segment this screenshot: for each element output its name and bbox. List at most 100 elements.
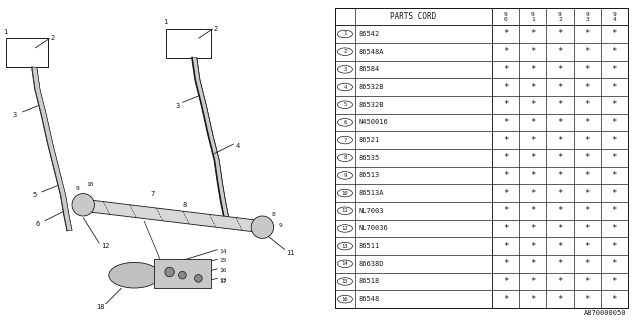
Text: 9: 9 bbox=[504, 12, 508, 17]
Text: *: * bbox=[530, 171, 536, 180]
Text: *: * bbox=[584, 206, 590, 215]
Circle shape bbox=[72, 194, 95, 216]
Text: *: * bbox=[530, 295, 536, 304]
Text: 2: 2 bbox=[558, 17, 562, 22]
Text: 4: 4 bbox=[343, 84, 346, 90]
Text: *: * bbox=[530, 206, 536, 215]
Text: *: * bbox=[557, 295, 563, 304]
Text: 2: 2 bbox=[214, 26, 218, 32]
Text: 86532B: 86532B bbox=[358, 84, 383, 90]
Ellipse shape bbox=[337, 172, 353, 179]
Text: *: * bbox=[530, 29, 536, 38]
Text: 86518: 86518 bbox=[358, 278, 380, 284]
Ellipse shape bbox=[337, 66, 353, 73]
Text: 9: 9 bbox=[612, 12, 616, 17]
Text: 13: 13 bbox=[342, 244, 348, 249]
Text: 5: 5 bbox=[32, 192, 36, 198]
Text: 16: 16 bbox=[219, 268, 227, 273]
Text: *: * bbox=[584, 295, 590, 304]
Text: 0: 0 bbox=[504, 17, 508, 22]
Text: *: * bbox=[530, 153, 536, 162]
Text: 3: 3 bbox=[586, 17, 589, 22]
Text: *: * bbox=[557, 188, 563, 197]
Text: *: * bbox=[530, 65, 536, 74]
Text: 4: 4 bbox=[612, 17, 616, 22]
Text: 1: 1 bbox=[163, 20, 168, 25]
Text: *: * bbox=[584, 29, 590, 38]
Text: 86511: 86511 bbox=[358, 243, 380, 249]
Text: NL7003: NL7003 bbox=[358, 208, 383, 214]
Text: 15: 15 bbox=[219, 258, 227, 263]
Text: 6: 6 bbox=[35, 221, 40, 227]
Polygon shape bbox=[32, 67, 72, 230]
Ellipse shape bbox=[337, 225, 353, 232]
Bar bbox=[335, 8, 628, 308]
Text: *: * bbox=[584, 100, 590, 109]
Text: 4: 4 bbox=[236, 143, 239, 148]
Text: *: * bbox=[612, 295, 617, 304]
Polygon shape bbox=[77, 198, 269, 234]
Text: 3: 3 bbox=[13, 112, 17, 118]
Text: *: * bbox=[503, 295, 508, 304]
Text: 6: 6 bbox=[343, 120, 346, 125]
Text: 3: 3 bbox=[176, 103, 180, 108]
Text: 9: 9 bbox=[278, 223, 282, 228]
Text: *: * bbox=[557, 206, 563, 215]
Text: 14: 14 bbox=[219, 249, 227, 254]
Text: *: * bbox=[503, 136, 508, 145]
Text: *: * bbox=[530, 136, 536, 145]
Text: *: * bbox=[530, 100, 536, 109]
Text: 86521: 86521 bbox=[358, 137, 380, 143]
Text: PARTS CORD: PARTS CORD bbox=[390, 12, 436, 21]
Text: *: * bbox=[612, 277, 617, 286]
Text: 9: 9 bbox=[76, 186, 79, 191]
Text: 9: 9 bbox=[586, 12, 589, 17]
Text: *: * bbox=[503, 242, 508, 251]
Text: *: * bbox=[503, 65, 508, 74]
Text: *: * bbox=[530, 224, 536, 233]
Text: N450016: N450016 bbox=[358, 119, 388, 125]
Text: *: * bbox=[503, 29, 508, 38]
Ellipse shape bbox=[337, 83, 353, 91]
Text: *: * bbox=[557, 118, 563, 127]
Polygon shape bbox=[192, 58, 229, 218]
Text: *: * bbox=[557, 153, 563, 162]
Text: *: * bbox=[584, 171, 590, 180]
Text: *: * bbox=[612, 118, 617, 127]
Text: *: * bbox=[612, 136, 617, 145]
Text: *: * bbox=[584, 118, 590, 127]
Text: 86542: 86542 bbox=[358, 31, 380, 37]
Text: *: * bbox=[503, 224, 508, 233]
Text: 3: 3 bbox=[343, 67, 346, 72]
Ellipse shape bbox=[337, 136, 353, 144]
Ellipse shape bbox=[337, 154, 353, 162]
Text: *: * bbox=[557, 242, 563, 251]
Text: *: * bbox=[584, 47, 590, 56]
Ellipse shape bbox=[337, 48, 353, 55]
Text: *: * bbox=[584, 242, 590, 251]
Text: 8: 8 bbox=[343, 155, 346, 160]
Circle shape bbox=[165, 267, 175, 277]
Text: 86548: 86548 bbox=[358, 296, 380, 302]
Text: 15: 15 bbox=[342, 279, 348, 284]
Text: *: * bbox=[530, 47, 536, 56]
Text: 16: 16 bbox=[342, 297, 348, 302]
Text: *: * bbox=[584, 153, 590, 162]
Text: *: * bbox=[584, 277, 590, 286]
Text: *: * bbox=[557, 277, 563, 286]
Text: *: * bbox=[557, 65, 563, 74]
Text: *: * bbox=[503, 100, 508, 109]
Text: *: * bbox=[557, 83, 563, 92]
Text: *: * bbox=[612, 224, 617, 233]
Text: *: * bbox=[584, 83, 590, 92]
Text: *: * bbox=[612, 188, 617, 197]
Ellipse shape bbox=[337, 119, 353, 126]
Ellipse shape bbox=[337, 189, 353, 197]
Text: *: * bbox=[612, 47, 617, 56]
Text: 18: 18 bbox=[96, 304, 104, 310]
Text: *: * bbox=[584, 188, 590, 197]
FancyBboxPatch shape bbox=[154, 259, 211, 288]
Text: 1: 1 bbox=[531, 17, 534, 22]
Text: *: * bbox=[612, 206, 617, 215]
Text: 86513: 86513 bbox=[358, 172, 380, 179]
